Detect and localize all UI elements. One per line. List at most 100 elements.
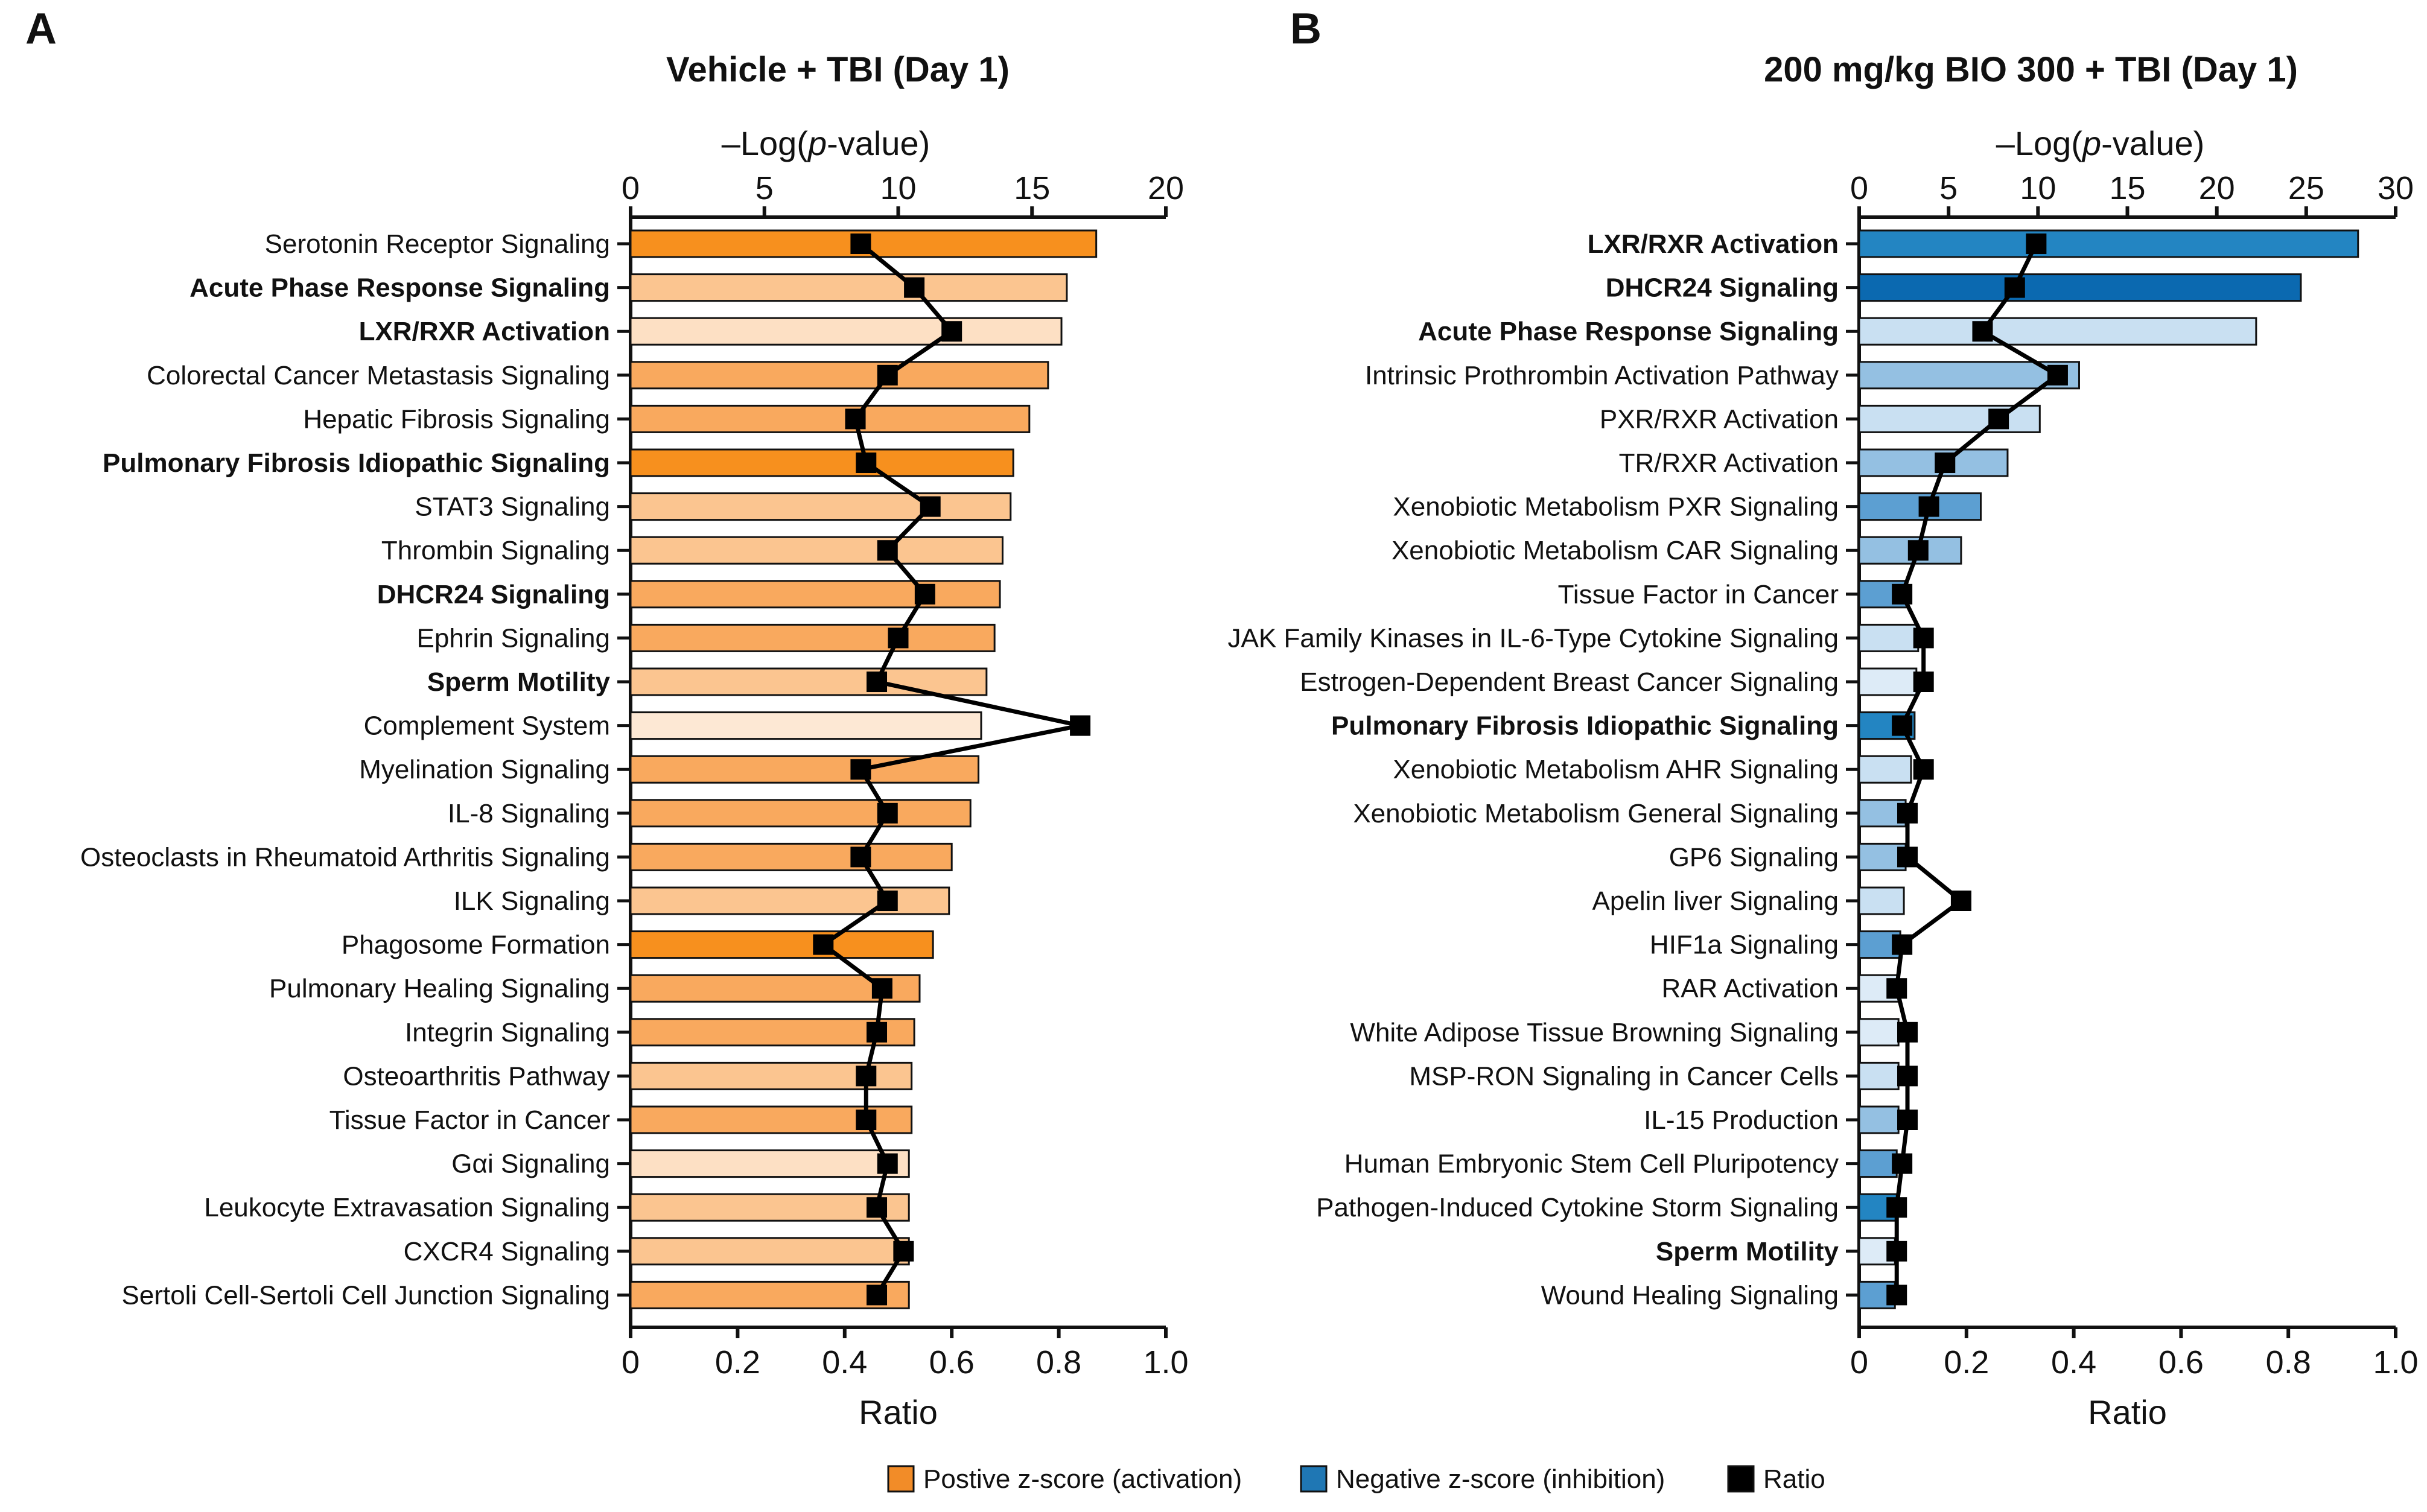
pvalue-bar	[629, 1149, 910, 1178]
category-label: PXR/RXR Activation	[1600, 404, 1839, 434]
ratio-point	[1950, 891, 1971, 911]
panel-b: B 200 mg/kg BIO 300 + TBI (Day 1) 0 5 10 15 20…	[1228, 5, 2419, 1431]
ratio-point	[856, 1110, 877, 1130]
category-label: Xenobiotic Metabolism CAR Signaling	[1392, 536, 1839, 565]
ratio-point	[1897, 1021, 1918, 1043]
ratio-point	[856, 453, 877, 473]
ratio-point	[1913, 627, 1934, 649]
top-tick-label: 15	[2109, 170, 2145, 206]
pvalue-bar	[629, 623, 996, 652]
legend-swatch	[887, 1465, 915, 1493]
top-tick-label: 30	[2378, 170, 2414, 206]
ratio-point	[1886, 1285, 1907, 1306]
pvalue-bar	[1858, 886, 1905, 915]
category-label: DHCR24 Signaling	[377, 580, 610, 609]
panel-a: A Vehicle + TBI (Day 1) 0 5 10 15 20 –Log(p-val…	[25, 5, 1189, 1431]
category-label: Complement System	[364, 711, 610, 741]
ratio-point	[1918, 496, 1939, 517]
ratio-point	[867, 1021, 888, 1043]
category-label: Xenobiotic Metabolism PXR Signaling	[1393, 492, 1839, 522]
category-label: Colorectal Cancer Metastasis Signaling	[147, 361, 610, 390]
pvalue-bar	[1858, 623, 1920, 652]
top-axis-title: –Log(p-value)	[722, 124, 930, 162]
bottom-tick-label: 0.4	[822, 1344, 867, 1380]
legend-swatch	[1300, 1465, 1328, 1493]
pvalue-bar	[629, 1280, 910, 1309]
panel-title: 200 mg/kg BIO 300 + TBI (Day 1)	[1764, 50, 2298, 89]
pvalue-bar	[629, 667, 988, 696]
category-label: Estrogen-Dependent Breast Cancer Signali…	[1300, 667, 1839, 697]
category-label: DHCR24 Signaling	[1606, 273, 1839, 303]
category-label: Sertoli Cell-Sertoli Cell Junction Signa…	[122, 1280, 611, 1310]
category-label: Xenobiotic Metabolism AHR Signaling	[1393, 755, 1839, 784]
ratio-point	[1070, 715, 1091, 736]
category-label: Osteoclasts in Rheumatoid Arthritis Sign…	[80, 842, 610, 872]
ratio-point	[914, 583, 935, 605]
category-label: Pulmonary Healing Signaling	[269, 974, 610, 1003]
top-tick-label: 10	[2020, 170, 2056, 206]
top-tick-label: 10	[880, 170, 916, 206]
top-tick-label: 5	[1939, 170, 1958, 206]
legend-swatch	[1727, 1465, 1755, 1493]
category-label: Intrinsic Prothrombin Activation Pathway	[1365, 361, 1839, 390]
pvalue-bar	[629, 930, 934, 959]
category-label: Thrombin Signaling	[381, 536, 610, 565]
bottom-tick-label: 0.2	[715, 1344, 760, 1380]
pvalue-bar	[629, 711, 982, 740]
category-label: JAK Family Kinases in IL-6-Type Cytokine…	[1228, 623, 1839, 653]
pvalue-bar	[629, 886, 950, 915]
ratio-point	[1886, 1197, 1907, 1218]
category-label: Tissue Factor in Cancer	[1558, 580, 1839, 609]
bottom-tick-label: 1.0	[2373, 1344, 2418, 1380]
ratio-point	[877, 1153, 898, 1174]
ratio-point	[1972, 321, 1993, 342]
ratio-point	[904, 277, 925, 298]
ratio-point	[941, 321, 962, 342]
bottom-tick-label: 0.6	[2158, 1344, 2204, 1380]
ratio-point	[1913, 759, 1934, 780]
ratio-point	[867, 672, 888, 692]
legend: Postive z-score (activation) Negative z-s…	[887, 1464, 1825, 1494]
category-label: GP6 Signaling	[1669, 842, 1839, 872]
ratio-point	[1897, 847, 1918, 868]
ratio-point	[2004, 277, 2025, 298]
category-label: Integrin Signaling	[405, 1018, 610, 1047]
ratio-point	[850, 233, 871, 254]
pvalue-bar	[629, 492, 1012, 521]
pvalue-bar	[629, 842, 953, 871]
category-label: Serotonin Receptor Signaling	[265, 229, 610, 259]
category-label: STAT3 Signaling	[415, 492, 610, 522]
pvalue-bar	[629, 448, 1014, 477]
ratio-point	[893, 1240, 914, 1262]
ratio-point	[850, 847, 871, 868]
pvalue-bar	[629, 273, 1068, 302]
category-label: Pulmonary Fibrosis Idiopathic Signaling	[103, 448, 610, 478]
panel-letter: B	[1290, 5, 1322, 53]
category-label: Myelination Signaling	[359, 755, 610, 784]
pvalue-bar	[1858, 229, 2359, 258]
category-label: TR/RXR Activation	[1619, 448, 1839, 478]
ratio-point	[1913, 672, 1934, 692]
category-label: Phagosome Formation	[342, 930, 610, 960]
category-label: LXR/RXR Activation	[359, 317, 610, 346]
pvalue-bar	[629, 799, 972, 828]
top-tick-label: 25	[2288, 170, 2324, 206]
pvalue-bar	[629, 1193, 910, 1222]
ratio-point	[1988, 408, 2009, 430]
pvalue-bar	[629, 755, 980, 784]
top-tick-label: 0	[622, 170, 640, 206]
ratio-point	[2026, 233, 2047, 254]
category-label: Osteoarthritis Pathway	[343, 1061, 610, 1091]
bottom-tick-label: 0	[1850, 1344, 1868, 1380]
category-label: MSP-RON Signaling in Cancer Cells	[1409, 1061, 1839, 1091]
ratio-point	[1892, 934, 1913, 955]
ratio-point	[1897, 1110, 1918, 1130]
category-label: ILK Signaling	[454, 886, 610, 916]
panel-letter: A	[25, 5, 57, 53]
category-label: CXCR4 Signaling	[404, 1237, 610, 1266]
top-tick-label: 20	[2199, 170, 2235, 206]
category-label: Gαi Signaling	[451, 1149, 610, 1179]
ratio-point	[1892, 1153, 1913, 1174]
top-tick-label: 15	[1014, 170, 1050, 206]
